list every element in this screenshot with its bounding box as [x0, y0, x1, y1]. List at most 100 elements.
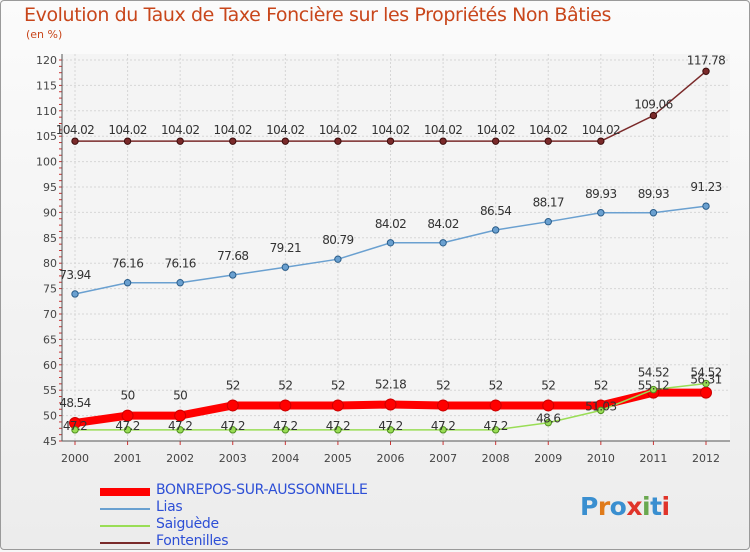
logo-letter: P	[580, 492, 598, 521]
data-point	[702, 67, 710, 75]
data-point	[439, 137, 447, 145]
data-label: 52	[331, 378, 345, 392]
data-label: 84.02	[427, 217, 458, 231]
data-point	[384, 398, 397, 411]
data-point	[386, 137, 395, 145]
data-label: 54.52	[690, 366, 721, 380]
y-tick-label: 50	[43, 410, 57, 423]
data-label: 109.06	[634, 98, 672, 112]
y-tick-label: 65	[43, 333, 57, 346]
data-point	[281, 426, 290, 434]
data-label: 47.2	[326, 419, 350, 433]
legend-label: Lias	[156, 499, 183, 515]
x-tick-label: 2011	[639, 452, 667, 465]
legend-label: BONREPOS-SUR-AUSSONNELLE	[156, 482, 368, 498]
data-label: 88.17	[533, 196, 564, 210]
data-label: 48.54	[59, 396, 90, 410]
data-label: 104.02	[56, 123, 94, 137]
data-label: 104.02	[319, 123, 357, 137]
data-point	[491, 226, 500, 234]
data-label: 89.93	[638, 187, 669, 201]
data-label: 47.2	[431, 419, 455, 433]
data-label: 52	[436, 378, 450, 392]
data-point	[229, 137, 237, 145]
data-point	[649, 385, 658, 394]
y-tick-label: 115	[36, 79, 57, 92]
data-point	[439, 239, 447, 247]
data-point	[176, 426, 184, 434]
data-point	[544, 137, 552, 145]
data-label: 50	[173, 389, 187, 403]
data-label: 84.02	[375, 217, 406, 231]
data-label: 104.02	[424, 123, 462, 137]
data-label: 47.2	[115, 419, 139, 433]
data-point	[700, 386, 712, 399]
y-tick-label: 110	[36, 105, 57, 118]
data-point	[121, 409, 134, 422]
data-label: 47.2	[168, 419, 192, 433]
logo-letter: r	[597, 492, 610, 521]
y-tick-label: 90	[43, 206, 57, 219]
legend-label: Fontenilles	[156, 533, 229, 549]
plot-area	[62, 54, 730, 441]
data-point	[702, 379, 710, 388]
data-label: 91.23	[690, 180, 721, 194]
data-point	[439, 426, 447, 434]
data-label: 77.68	[217, 249, 248, 263]
data-label: 104.02	[161, 123, 199, 137]
data-point	[123, 426, 132, 434]
data-label: 48.6	[536, 412, 560, 426]
y-tick-label: 95	[43, 181, 57, 194]
legend-swatch-bonrepos	[100, 488, 150, 496]
data-label: 104.02	[266, 123, 304, 137]
data-point	[649, 111, 658, 120]
data-point	[649, 209, 658, 217]
logo-letter: i	[661, 492, 671, 521]
y-tick-label: 105	[36, 130, 57, 143]
data-label: 52	[489, 378, 503, 392]
data-point	[281, 137, 290, 145]
data-label: 80.79	[322, 233, 353, 247]
y-tick-label: 80	[43, 257, 57, 270]
data-point	[229, 271, 237, 279]
data-label: 104.02	[582, 123, 620, 137]
data-label: 89.93	[585, 187, 616, 201]
data-point	[386, 239, 395, 247]
data-point	[123, 279, 132, 287]
x-tick-label: 2008	[482, 452, 510, 465]
data-point	[597, 209, 605, 217]
data-label: 47.2	[273, 419, 297, 433]
x-tick-label: 2002	[166, 452, 194, 465]
data-label: 47.2	[378, 419, 402, 433]
data-label: 104.02	[214, 123, 252, 137]
data-point	[489, 399, 502, 412]
data-point	[542, 399, 555, 412]
x-tick-label: 2003	[219, 452, 247, 465]
data-point	[702, 202, 710, 210]
data-label: 52.18	[375, 378, 406, 392]
data-point	[491, 137, 500, 145]
data-label: 50	[121, 389, 135, 403]
data-label: 86.54	[480, 204, 511, 218]
logo-letter: o	[609, 492, 627, 521]
data-point	[544, 419, 552, 427]
data-point	[544, 217, 552, 226]
y-tick-label: 120	[36, 54, 57, 67]
data-label: 54.52	[638, 366, 669, 380]
data-point	[281, 263, 290, 271]
logo-letter: x	[626, 492, 642, 521]
x-tick-label: 2005	[324, 452, 352, 465]
x-tick-label: 2004	[271, 452, 299, 465]
legend-label: Saiguède	[156, 516, 219, 532]
data-point	[123, 137, 132, 145]
data-point	[334, 255, 342, 263]
y-tick-label: 75	[43, 283, 57, 296]
logo-letter: i	[642, 492, 651, 521]
x-tick-label: 2001	[114, 452, 142, 465]
data-label: 52	[594, 378, 608, 392]
y-tick-label: 60	[43, 359, 57, 372]
data-point	[71, 137, 79, 145]
data-point	[331, 399, 344, 412]
data-point	[279, 399, 292, 412]
x-tick-label: 2007	[429, 452, 457, 465]
